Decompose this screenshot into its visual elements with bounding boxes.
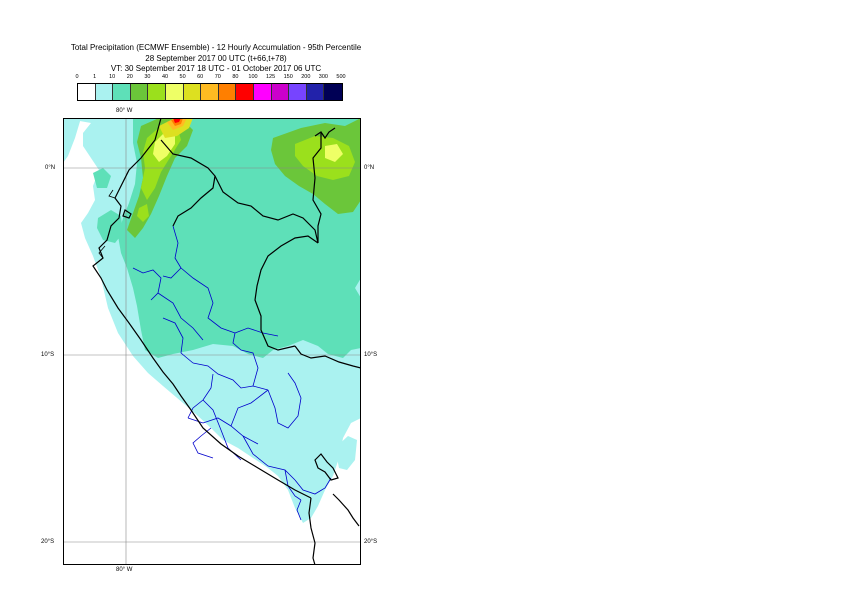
legend-bar xyxy=(77,83,343,101)
lat-label-left-10: 10°S xyxy=(41,352,55,358)
precip-yellow xyxy=(153,130,343,162)
color-legend: 0 1 10 20 30 40 50 60 70 80 100 125 150 200 300 500 xyxy=(75,74,347,101)
legend-threshold-label: 0 xyxy=(75,74,79,80)
title-line-1: Total Precipitation (ECMWF Ensemble) - 1… xyxy=(70,43,362,52)
legend-threshold-label: 70 xyxy=(214,74,221,80)
legend-swatch xyxy=(306,84,325,100)
precipitation-map xyxy=(63,118,361,565)
legend-threshold-label: 1 xyxy=(93,74,97,80)
country-boundaries xyxy=(92,118,361,565)
legend-threshold-label: 150 xyxy=(283,74,293,80)
lat-label-right-10: 10°S xyxy=(364,352,378,358)
legend-swatch xyxy=(78,84,96,100)
legend-threshold-label: 500 xyxy=(336,74,346,80)
graticule xyxy=(63,118,361,565)
lon-label-bottom: 80° W xyxy=(116,567,133,573)
legend-swatch xyxy=(183,84,202,100)
legend-threshold-label: 200 xyxy=(301,74,311,80)
legend-swatch xyxy=(289,84,307,100)
legend-labels: 0 1 10 20 30 40 50 60 70 80 100 125 150 200 300 500 xyxy=(75,74,347,84)
legend-threshold-label: 100 xyxy=(248,74,258,80)
lat-label-left-0: 0°N xyxy=(45,165,56,171)
legend-threshold-label: 40 xyxy=(161,74,169,80)
legend-swatch xyxy=(236,84,254,100)
legend-swatch xyxy=(201,84,219,100)
legend-swatch xyxy=(113,84,131,100)
lat-label-right-0: 0°N xyxy=(364,165,375,171)
map-border xyxy=(63,118,361,565)
legend-swatch xyxy=(324,84,342,100)
legend-threshold-label: 10 xyxy=(109,74,116,80)
coastline-detail xyxy=(98,189,116,259)
legend-swatch xyxy=(218,84,237,100)
lat-label-left-20: 20°S xyxy=(41,539,55,545)
legend-threshold-label: 30 xyxy=(144,74,151,80)
legend-threshold-label: 80 xyxy=(232,74,239,80)
map-canvas xyxy=(63,118,361,565)
legend-swatch xyxy=(95,84,114,100)
chart-title: Total Precipitation (ECMWF Ensemble) - 1… xyxy=(20,43,412,75)
legend-threshold-label: 300 xyxy=(318,74,328,80)
title-line-2: 28 September 2017 00 UTC (t+66,t+78) xyxy=(145,53,287,63)
precip-hotspot xyxy=(159,118,193,138)
legend-swatch xyxy=(130,84,149,100)
lon-label-top: 80° W xyxy=(116,108,133,114)
title-line-3: VT: 30 September 2017 18 UTC - 01 Octobe… xyxy=(110,64,322,73)
legend-threshold-label: 20 xyxy=(126,74,133,80)
legend-threshold-label: 60 xyxy=(197,74,204,80)
lat-label-right-20: 20°S xyxy=(364,539,378,545)
legend-threshold-label: 50 xyxy=(179,74,186,80)
legend-swatch xyxy=(165,84,184,100)
legend-swatch xyxy=(148,84,166,100)
legend-swatch xyxy=(253,84,272,100)
legend-swatch xyxy=(271,84,290,100)
legend-threshold-label: 125 xyxy=(266,74,276,80)
